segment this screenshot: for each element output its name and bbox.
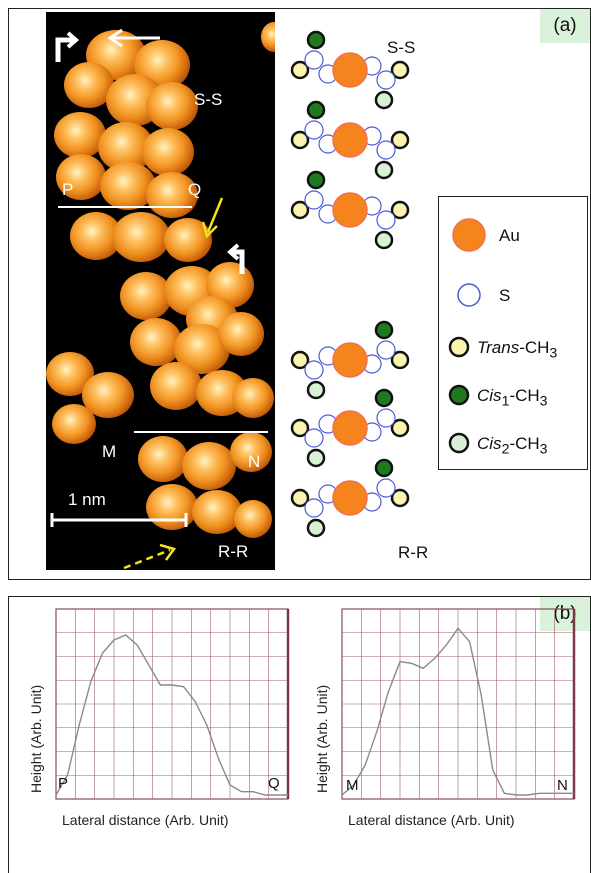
au-atom: [332, 342, 368, 378]
stm-overlay: [50, 28, 268, 570]
yellow-arrow-icon: [206, 197, 224, 233]
s-atom: [376, 408, 396, 428]
au-atom: [332, 410, 368, 446]
s-atom: [304, 428, 324, 448]
height-profile-line: [341, 627, 574, 796]
panel-b-tag: (b): [540, 597, 590, 631]
trans-ch3-atom: [390, 418, 410, 438]
trans-ch3-atom: [290, 418, 310, 438]
trans-ch3-atom: [290, 130, 310, 150]
stm-label-q: Q: [188, 180, 202, 199]
trans-ch3-atom: [390, 130, 410, 150]
s-atom: [304, 190, 324, 210]
ss-schematic: [290, 30, 410, 250]
s-atom: [376, 70, 396, 90]
legend-item-trans: Trans-CH3: [439, 327, 589, 367]
chart-mn-start-label: M: [346, 777, 359, 794]
schematic-label-ss: S-S: [387, 38, 416, 57]
legend-label-trans: Trans-CH3: [477, 338, 558, 362]
chart-pq-ylabel: Height (Arb. Unit): [28, 684, 44, 793]
cis-ch3-atom: [306, 518, 326, 538]
s-atom: [304, 50, 324, 70]
cis-ch3-atom: [306, 448, 326, 468]
rr-schematic: [290, 320, 410, 538]
trans-ch3-atom: [390, 488, 410, 508]
legend-label-au: Au: [499, 226, 520, 245]
molecule-schematic: [290, 30, 410, 538]
legend-label-cis2: Cis2-CH3: [477, 434, 548, 458]
s-atom-icon: [457, 283, 481, 307]
cis1-ch3-icon: [448, 384, 470, 406]
scale-bar-label: 1 nm: [68, 490, 106, 509]
panel-a-tag: (a): [540, 9, 590, 43]
trans-ch3-atom: [390, 60, 410, 80]
stm-image: S-S P Q M N 1 nm R-R: [46, 12, 275, 570]
trans-ch3-atom: [390, 200, 410, 220]
yellow-dashed-arrow-icon: [123, 548, 171, 570]
s-atom: [304, 120, 324, 140]
trans-ch3-atom: [290, 488, 310, 508]
s-atom: [304, 360, 324, 380]
trans-ch3-atom: [290, 200, 310, 220]
legend-label-s: S: [499, 286, 511, 305]
panel-b: (b): [8, 596, 591, 873]
au-atom-icon: [452, 218, 486, 252]
height-profile-line: [55, 634, 288, 796]
legend-item-cis2: Cis2-CH3: [439, 423, 589, 463]
legend-item-au: Au: [439, 215, 589, 255]
profile-chart-pq: [55, 608, 290, 800]
cis-ch3-atom: [306, 100, 326, 120]
legend-item-s: S: [439, 275, 589, 315]
chart-mn-ylabel: Height (Arb. Unit): [314, 684, 330, 793]
cis-ch3-atom: [306, 170, 326, 190]
white-bent-arrow-icon-2: [232, 249, 245, 274]
s-atom: [376, 478, 396, 498]
s-atom: [376, 140, 396, 160]
au-atom: [332, 480, 368, 516]
s-atom: [304, 498, 324, 518]
trans-ch3-atom: [290, 60, 310, 80]
s-atom: [376, 210, 396, 230]
au-atom: [332, 52, 368, 88]
s-atom: [376, 340, 396, 360]
stm-label-m: M: [102, 442, 117, 461]
cis-ch3-atom: [374, 458, 394, 478]
cis-ch3-atom: [374, 160, 394, 180]
trans-ch3-atom: [390, 350, 410, 370]
legend-box: Au S Trans-CH3 Cis1-CH3 Cis2-CH3: [438, 196, 588, 470]
chart-pq-start-label: P: [58, 775, 69, 792]
trans-ch3-atom: [290, 350, 310, 370]
cis-ch3-atom: [374, 388, 394, 408]
cis-ch3-atom: [374, 320, 394, 340]
cis-ch3-atom: [374, 90, 394, 110]
chart-pq-end-label: Q: [268, 775, 280, 792]
chart-mn-end-label: N: [557, 777, 568, 794]
legend-label-cis1: Cis1-CH3: [477, 386, 548, 410]
trans-ch3-icon: [448, 336, 470, 358]
cis2-ch3-icon: [448, 432, 470, 454]
au-atom: [332, 122, 368, 158]
chart-mn-xlabel: Lateral distance (Arb. Unit): [348, 812, 515, 828]
schematic-label-rr: R-R: [398, 543, 429, 562]
stm-label-p: P: [62, 180, 74, 199]
cis-ch3-atom: [306, 380, 326, 400]
au-atom: [332, 192, 368, 228]
stm-label-ss: S-S: [194, 90, 223, 109]
white-bent-arrow-icon: [55, 37, 74, 62]
stm-label-rr: R-R: [218, 542, 249, 561]
cis-ch3-atom: [374, 230, 394, 250]
cis-ch3-atom: [306, 30, 326, 50]
legend-item-cis1: Cis1-CH3: [439, 375, 589, 415]
profile-chart-mn: [341, 608, 576, 800]
stm-label-n: N: [248, 452, 261, 471]
chart-pq-xlabel: Lateral distance (Arb. Unit): [62, 812, 229, 828]
